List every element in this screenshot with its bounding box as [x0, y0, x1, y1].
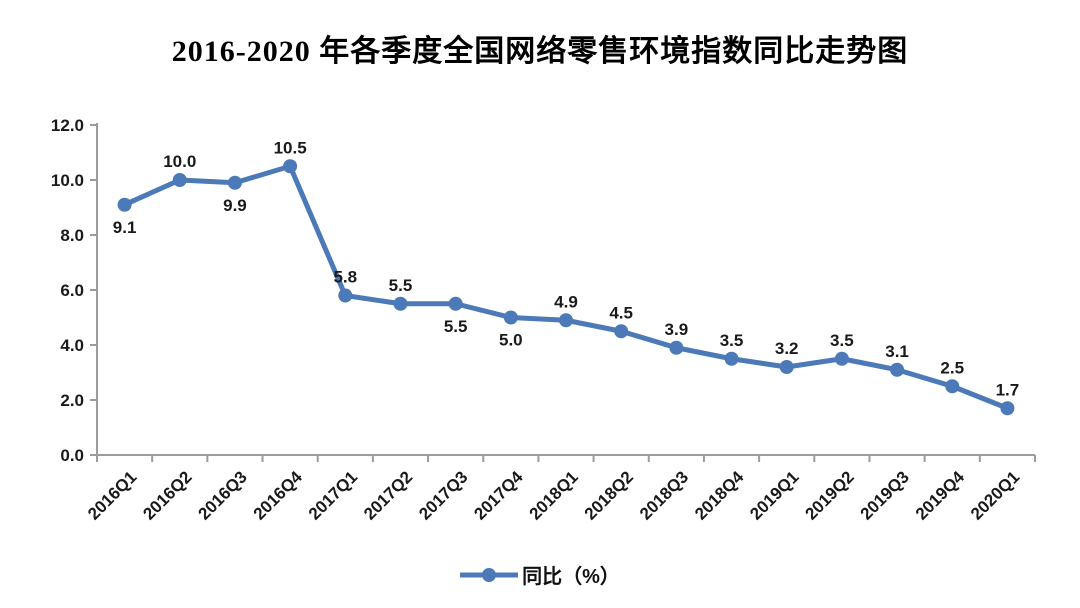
svg-text:3.5: 3.5	[720, 331, 744, 350]
svg-text:2019Q1: 2019Q1	[746, 467, 802, 523]
svg-text:5.8: 5.8	[333, 268, 357, 287]
svg-text:2017Q1: 2017Q1	[305, 467, 361, 523]
svg-text:2019Q3: 2019Q3	[857, 467, 913, 523]
chart-title: 2016-2020 年各季度全国网络零售环境指数同比走势图	[171, 35, 909, 68]
svg-text:2020Q1: 2020Q1	[967, 467, 1023, 523]
svg-text:2.0: 2.0	[60, 391, 84, 410]
svg-text:10.0: 10.0	[163, 152, 196, 171]
svg-text:2019Q2: 2019Q2	[801, 467, 857, 523]
svg-text:8.0: 8.0	[60, 226, 84, 245]
svg-text:3.9: 3.9	[665, 320, 689, 339]
svg-text:2018Q1: 2018Q1	[526, 467, 582, 523]
svg-text:12.0: 12.0	[51, 116, 84, 135]
svg-text:3.2: 3.2	[775, 339, 799, 358]
svg-text:10.5: 10.5	[274, 138, 307, 157]
svg-text:5.5: 5.5	[444, 317, 468, 336]
svg-text:2017Q2: 2017Q2	[360, 467, 416, 523]
svg-text:9.1: 9.1	[113, 218, 137, 237]
svg-text:3.1: 3.1	[885, 342, 909, 361]
svg-text:2.5: 2.5	[940, 358, 964, 377]
svg-text:4.0: 4.0	[60, 336, 84, 355]
svg-text:10.0: 10.0	[51, 171, 84, 190]
legend-series-label: 同比（%）	[522, 566, 620, 588]
svg-text:2016Q1: 2016Q1	[84, 467, 140, 523]
line-chart-plot-area: 0.02.04.06.08.010.012.02016Q12016Q22016Q…	[51, 116, 1036, 524]
svg-text:2018Q3: 2018Q3	[636, 467, 692, 523]
svg-text:2018Q4: 2018Q4	[691, 467, 748, 524]
svg-text:3.5: 3.5	[830, 331, 854, 350]
svg-text:2016Q2: 2016Q2	[139, 467, 195, 523]
svg-text:2017Q3: 2017Q3	[415, 467, 471, 523]
svg-text:5.5: 5.5	[389, 276, 413, 295]
svg-text:2016Q3: 2016Q3	[195, 467, 251, 523]
svg-text:9.9: 9.9	[223, 196, 247, 215]
svg-text:2017Q4: 2017Q4	[470, 467, 527, 524]
svg-text:6.0: 6.0	[60, 281, 84, 300]
svg-text:4.9: 4.9	[554, 292, 578, 311]
legend: 同比（%）	[0, 560, 1080, 589]
svg-text:2018Q2: 2018Q2	[581, 467, 637, 523]
svg-text:0.0: 0.0	[60, 446, 84, 465]
svg-text:2019Q4: 2019Q4	[912, 467, 969, 524]
svg-text:2016Q4: 2016Q4	[250, 467, 307, 524]
svg-text:5.0: 5.0	[499, 331, 523, 350]
svg-text:4.5: 4.5	[609, 303, 633, 322]
svg-text:1.7: 1.7	[996, 380, 1020, 399]
legend-line-marker-icon	[460, 567, 519, 582]
